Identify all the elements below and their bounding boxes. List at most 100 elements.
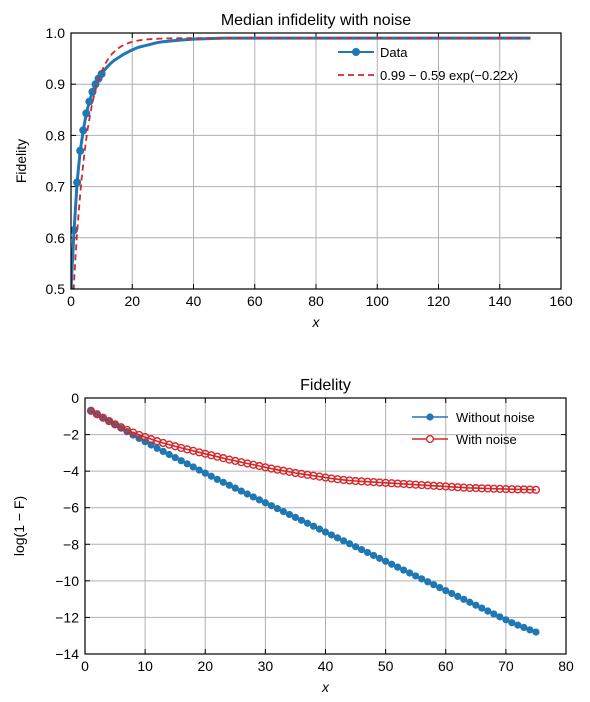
plot-area [86, 406, 541, 636]
x-tick-label: 100 [366, 293, 390, 309]
y-tick-label: −8 [63, 536, 79, 552]
x-tick-label: 80 [308, 293, 324, 309]
data-point [351, 476, 360, 486]
y-tick-label: −14 [55, 646, 79, 662]
data-point [394, 563, 402, 571]
data-point [104, 416, 114, 426]
data-point [321, 528, 330, 536]
data-point [465, 483, 474, 493]
x-axis-label: x [312, 314, 321, 330]
data-point [525, 485, 535, 494]
data-point [201, 469, 209, 477]
legend-label-fit: 0.99 − 0.59 exp(−0.22x) [380, 68, 518, 83]
data-point [85, 97, 94, 106]
y-tick-label: −6 [63, 500, 79, 516]
data-point [370, 551, 378, 560]
data-point [418, 575, 426, 583]
x-tick-label: 60 [438, 658, 454, 674]
data-point [478, 604, 486, 612]
legend-marker-without-noise-dot [426, 413, 434, 421]
chart-2: Fidelity 0 10 20 30 40 50 60 70 80 0 −2 −4 −6 −8 −10 −12… [11, 377, 574, 695]
x-tick-label: 40 [186, 293, 202, 309]
data-point [249, 493, 257, 501]
data-point [327, 474, 336, 483]
data-point [297, 516, 306, 524]
data-point [502, 616, 510, 624]
data-point [267, 502, 275, 510]
data-point [98, 413, 108, 422]
data-point [79, 126, 88, 135]
y-axis-label: Fidelity [13, 139, 29, 183]
data-point [507, 485, 516, 494]
data-point [501, 484, 510, 494]
x-tick-label: 50 [378, 658, 394, 674]
data-point [207, 472, 215, 480]
data-point [531, 485, 541, 494]
data-point [357, 477, 366, 486]
data-point [363, 548, 372, 557]
data-point [412, 572, 420, 580]
data-point [406, 569, 414, 577]
data-point [225, 481, 233, 489]
data-point [375, 478, 384, 487]
data-point [327, 531, 336, 539]
data-point [454, 592, 462, 601]
data-point [489, 484, 498, 493]
data-point [466, 598, 474, 606]
x-tick-label: 160 [549, 293, 573, 309]
y-tick-label: −4 [63, 463, 79, 479]
data-point [387, 479, 396, 488]
data-point [471, 484, 480, 493]
x-tick-label: 80 [558, 658, 574, 674]
axes-frame [84, 397, 567, 655]
y-tick-label: 0.5 [46, 281, 66, 297]
data-point [147, 441, 155, 449]
x-tick-label: 20 [124, 293, 140, 309]
data-point [357, 545, 366, 554]
data-point [92, 410, 102, 419]
data-point [393, 479, 402, 488]
y-tick-label: 0.8 [46, 127, 66, 143]
data-point [213, 475, 221, 483]
data-point [345, 540, 354, 548]
data-point [381, 478, 390, 487]
data-point [159, 447, 167, 455]
x-tick-label: 120 [427, 293, 451, 309]
x-tick-label: 10 [137, 658, 153, 674]
data-point [339, 475, 348, 485]
y-tick-label: −2 [63, 427, 79, 443]
y-tick-label: −12 [55, 609, 79, 625]
data-point [441, 482, 450, 491]
data-point [411, 480, 420, 489]
series-fit-line [72, 37, 531, 289]
data-point [97, 69, 106, 78]
y-tick-label: 0.7 [46, 179, 66, 195]
data-point [526, 626, 534, 634]
data-point [424, 578, 432, 586]
legend-label-data: Data [380, 45, 408, 60]
data-point [453, 483, 462, 492]
legend: Without noise With noise [412, 410, 535, 447]
chart-title: Median infidelity with noise [221, 12, 411, 29]
data-point [189, 463, 197, 471]
data-point [243, 490, 251, 498]
y-tick-label: 0.9 [46, 76, 66, 92]
data-point [520, 623, 528, 632]
data-point [388, 560, 396, 568]
data-point [363, 477, 372, 486]
x-tick-label: 40 [318, 658, 334, 674]
data-point [423, 481, 432, 490]
x-tick-label: 20 [197, 658, 213, 674]
data-point [448, 589, 456, 598]
data-point [382, 557, 390, 565]
data-point [495, 484, 504, 493]
data-point [303, 519, 312, 527]
chart-title: Fidelity [300, 377, 351, 394]
plot-area [71, 36, 531, 289]
data-point [171, 454, 179, 462]
data-point [177, 457, 185, 465]
data-point [490, 610, 498, 618]
data-point [496, 613, 504, 621]
x-tick-label: 140 [488, 293, 512, 309]
data-point [484, 607, 492, 615]
